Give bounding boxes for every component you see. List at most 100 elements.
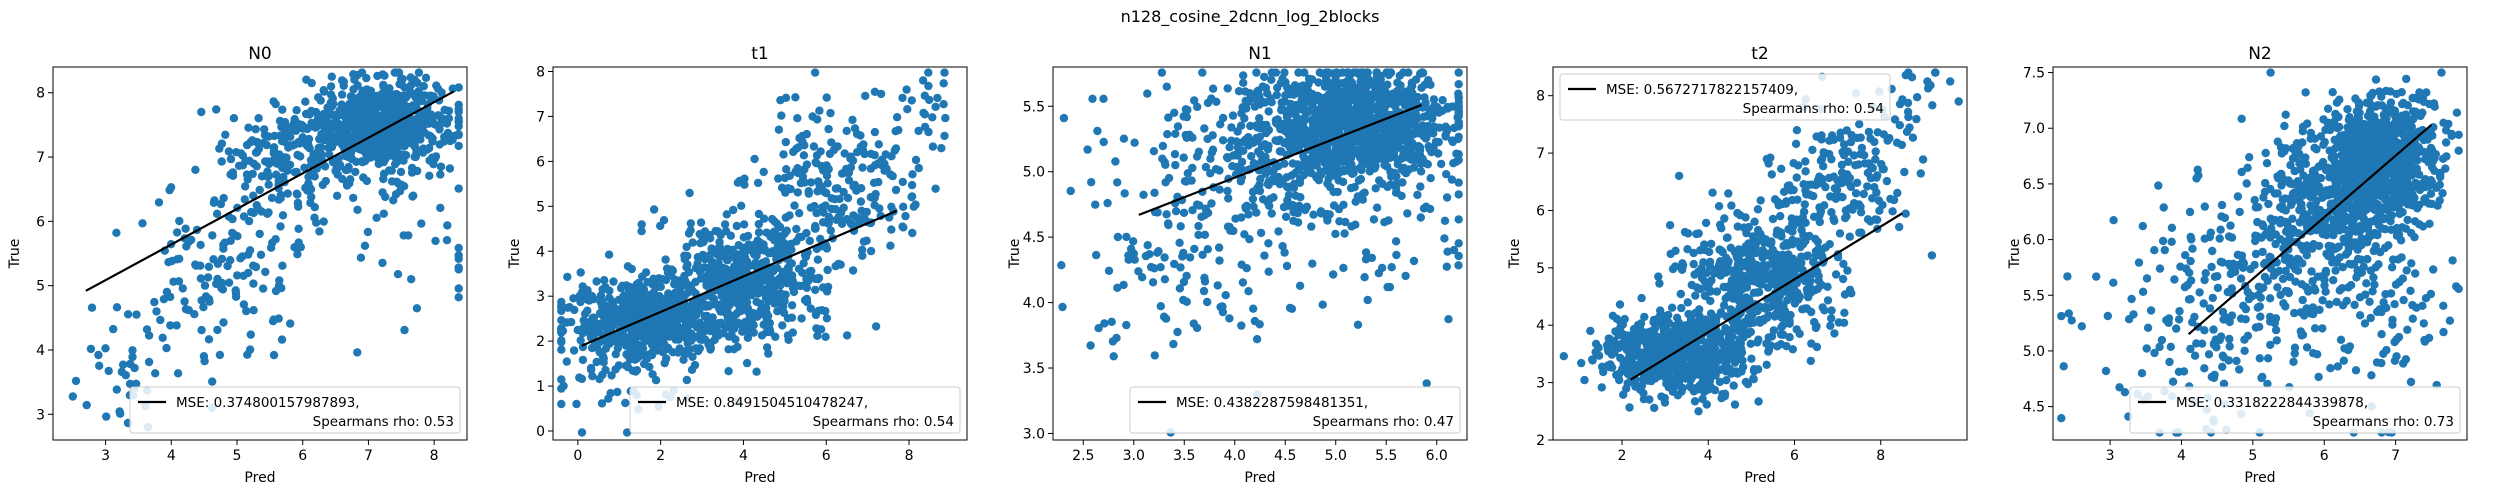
scatter-point xyxy=(1113,178,1122,187)
scatter-point xyxy=(1367,253,1377,263)
scatter-point xyxy=(728,293,738,302)
scatter-point xyxy=(436,203,445,213)
scatter-point xyxy=(1267,209,1276,218)
scatter-point xyxy=(290,243,299,252)
scatter-point xyxy=(1351,93,1360,102)
y-tick-label: 7 xyxy=(36,150,45,166)
x-tick-label: 6.0 xyxy=(1426,448,1448,464)
scatter-point xyxy=(1692,366,1702,376)
scatter-point xyxy=(180,297,189,306)
scatter-point xyxy=(790,201,799,210)
scatter-point xyxy=(1326,156,1335,165)
scatter-point xyxy=(565,303,574,312)
scatter-point xyxy=(417,114,426,123)
scatter-point xyxy=(592,277,601,286)
scatter-point xyxy=(388,129,397,139)
scatter-point xyxy=(1393,78,1402,87)
scatter-point xyxy=(1372,72,1382,82)
scatter-point xyxy=(1297,95,1307,104)
scatter-point xyxy=(1255,186,1265,196)
scatter-point xyxy=(1401,271,1410,281)
scatter-point xyxy=(378,70,387,79)
scatter-point xyxy=(249,159,258,168)
scatter-point xyxy=(1218,113,1228,123)
scatter-point xyxy=(1158,141,1168,151)
scatter-point xyxy=(1427,147,1436,157)
scatter-point xyxy=(1113,283,1122,292)
scatter-point xyxy=(266,243,276,252)
scatter-point xyxy=(1310,153,1319,162)
scatter-point xyxy=(1129,249,1139,258)
scatter-point xyxy=(132,310,141,319)
scatter-point xyxy=(363,227,373,237)
scatter-point xyxy=(731,335,740,344)
scatter-point xyxy=(796,178,806,188)
scatter-point xyxy=(1426,174,1435,183)
scatter-point xyxy=(881,150,890,159)
scatter-point xyxy=(1156,263,1165,272)
scatter-point xyxy=(715,242,724,251)
scatter-point xyxy=(1208,131,1217,140)
scatter-point xyxy=(296,152,305,161)
scatter-point xyxy=(1333,187,1342,197)
fit-line xyxy=(581,209,898,347)
scatter-point xyxy=(779,150,788,159)
scatter-point xyxy=(1360,188,1369,197)
scatter-point xyxy=(1440,234,1449,243)
scatter-point xyxy=(215,350,225,360)
scatter-point xyxy=(748,286,757,295)
scatter-point xyxy=(686,219,695,228)
scatter-point xyxy=(208,231,217,240)
scatter-point xyxy=(891,127,900,136)
scatter-point xyxy=(815,180,824,190)
scatter-point xyxy=(648,348,657,357)
scatter-point xyxy=(788,328,797,337)
scatter-point xyxy=(1319,108,1329,117)
scatter-point xyxy=(1380,160,1389,170)
scatter-point xyxy=(1747,354,1756,363)
scatter-point xyxy=(1738,356,1747,365)
x-tick-label: 3 xyxy=(101,448,110,464)
scatter-point xyxy=(589,313,599,322)
scatter-point xyxy=(1721,361,1730,370)
scatter-point xyxy=(1317,100,1327,109)
scatter-point xyxy=(1208,145,1218,154)
scatter-point xyxy=(411,93,420,102)
scatter-point xyxy=(1369,215,1379,224)
scatter-point xyxy=(417,128,426,137)
scatter-point xyxy=(924,81,933,91)
scatter-point xyxy=(866,164,876,173)
scatter-point xyxy=(1410,118,1419,128)
scatter-point xyxy=(671,330,680,339)
scatter-point xyxy=(557,375,566,384)
scatter-point xyxy=(1150,351,1160,360)
scatter-point xyxy=(1092,250,1101,260)
scatter-point xyxy=(1240,230,1249,239)
scatter-point xyxy=(622,350,631,359)
scatter-point xyxy=(739,220,749,229)
scatter-point xyxy=(95,361,104,370)
scatter-point xyxy=(596,298,606,307)
scatter-point xyxy=(1237,260,1246,269)
scatter-point xyxy=(797,314,806,323)
scatter-point xyxy=(1201,162,1211,172)
scatter-point xyxy=(217,139,227,148)
scatter-point xyxy=(888,171,897,181)
scatter-point xyxy=(454,114,463,123)
scatter-point xyxy=(292,167,301,177)
scatter-point xyxy=(759,167,768,177)
scatter-point xyxy=(1260,72,1269,82)
scatter-point xyxy=(348,102,357,111)
scatter-point xyxy=(1340,229,1349,238)
scatter-point xyxy=(620,302,630,311)
scatter-point xyxy=(738,278,748,287)
scatter-point xyxy=(626,283,635,292)
scatter-point xyxy=(442,236,452,245)
scatter-point xyxy=(800,250,810,260)
y-tick-label: 4 xyxy=(536,244,545,260)
scatter-point xyxy=(844,176,854,185)
x-axis-label: Pred xyxy=(744,470,775,486)
scatter-point xyxy=(1390,90,1399,99)
scatter-point xyxy=(200,281,210,290)
